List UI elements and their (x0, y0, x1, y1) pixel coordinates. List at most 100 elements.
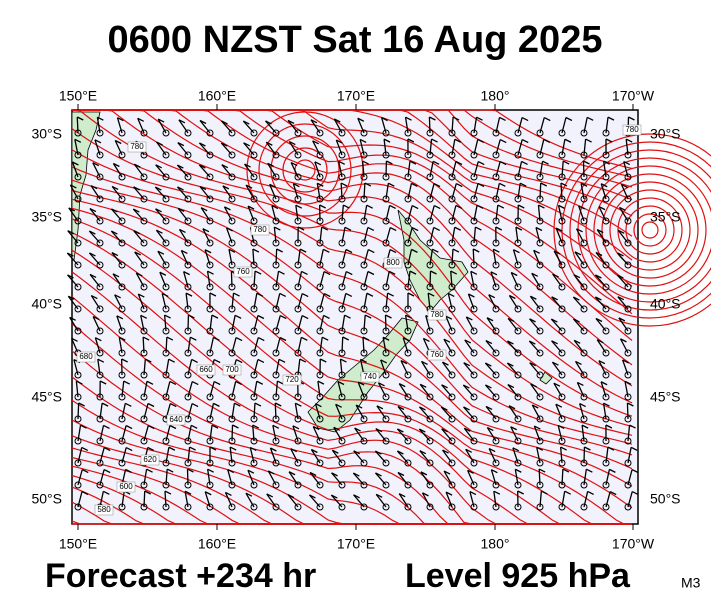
barb-station (74, 503, 82, 511)
barb-flag (89, 273, 97, 279)
barb-flag (595, 296, 602, 301)
barb-stem (200, 207, 211, 222)
barb-flag (234, 314, 242, 319)
barb-flag (555, 227, 563, 232)
barb-stem (140, 315, 145, 332)
barb-stem (598, 360, 607, 376)
barb-flag (587, 490, 594, 496)
barb-flag (493, 248, 500, 253)
barb-flag (586, 468, 593, 473)
barb-station (162, 151, 170, 159)
barb-flag (476, 116, 483, 121)
barb-stem (75, 381, 79, 398)
barb-flag (185, 292, 193, 297)
barb-stem (110, 230, 123, 244)
barb-station (316, 173, 324, 181)
barb-stem (396, 450, 409, 464)
barb-stem (94, 139, 101, 156)
barb-stem (112, 163, 123, 178)
barb-stem (288, 471, 299, 486)
barb-station (118, 459, 126, 467)
barb-flag (207, 468, 214, 473)
barb-flag (366, 204, 373, 209)
barb-flag (290, 448, 298, 453)
barb-flag (529, 362, 537, 367)
barb-stem (429, 139, 433, 156)
barb-flag (245, 492, 253, 497)
barb-flag (564, 138, 572, 143)
contour-label: 580 (97, 505, 111, 514)
barb-flag (507, 340, 514, 345)
barb-stem (508, 405, 519, 420)
barb-flag (204, 249, 212, 254)
barb-stem (68, 207, 79, 222)
barb-flag (366, 292, 374, 297)
barb-stem (451, 161, 457, 178)
barb-station (536, 129, 544, 137)
barb-station (470, 305, 478, 313)
barb-stem (596, 229, 607, 244)
barb-station (558, 129, 566, 137)
barb-station (602, 239, 610, 247)
barb-flag (221, 142, 228, 147)
barb-station (272, 349, 280, 357)
barb-stem (187, 359, 193, 376)
barb-stem (245, 184, 255, 200)
barb-stem (143, 490, 146, 508)
contour-label-box (196, 364, 216, 376)
barb-station (426, 327, 434, 335)
barb-station (448, 173, 456, 181)
barb-station (426, 393, 434, 401)
barb-flag (67, 230, 75, 235)
barb-stem (617, 252, 629, 266)
barb-stem (357, 381, 365, 398)
lat-label-right: 50°S (650, 491, 681, 507)
barb-station (448, 349, 456, 357)
barb-stem (510, 272, 519, 288)
barb-flag (493, 490, 501, 495)
contour-line (71, 179, 633, 456)
barb-stem (221, 164, 233, 178)
barb-stem (288, 141, 299, 156)
barb-flag (118, 336, 126, 341)
contour-label-box (233, 266, 253, 278)
barb-stem (253, 359, 259, 376)
lat-label-left: 50°S (31, 491, 62, 507)
barb-stem (111, 252, 123, 266)
barb-stem (297, 249, 301, 266)
barb-flag (309, 494, 316, 499)
barb-stem (553, 250, 563, 266)
barb-stem (385, 227, 391, 244)
barb-flag (184, 490, 192, 495)
barb-flag (252, 424, 260, 429)
barb-flag (299, 248, 307, 253)
barb-station (250, 173, 258, 181)
barb-station (272, 481, 280, 489)
barb-flag (213, 358, 221, 364)
barb-stem (473, 161, 479, 178)
barb-flag (169, 403, 177, 408)
barb-stem (137, 118, 145, 134)
barb-stem (178, 229, 189, 244)
barb-stem (165, 425, 171, 442)
barb-station (316, 305, 324, 313)
barb-stem (495, 139, 501, 156)
barb-station (96, 239, 104, 247)
barb-station (96, 217, 104, 225)
lat-label-left: 40°S (31, 296, 62, 312)
barb-flag (269, 183, 276, 188)
barb-station (558, 437, 566, 445)
barb-station (514, 415, 522, 423)
contour-ring (553, 133, 711, 327)
barb-station (118, 217, 126, 225)
barb-flag (627, 402, 634, 407)
barb-stem (90, 185, 101, 200)
barb-station (624, 195, 632, 203)
barb-station (624, 327, 632, 335)
barb-stem (165, 336, 168, 354)
barb-flag (454, 138, 462, 143)
barb-station (404, 503, 412, 511)
barb-flag (189, 446, 196, 451)
map-frame (71, 109, 639, 525)
barb-flag (331, 494, 338, 499)
